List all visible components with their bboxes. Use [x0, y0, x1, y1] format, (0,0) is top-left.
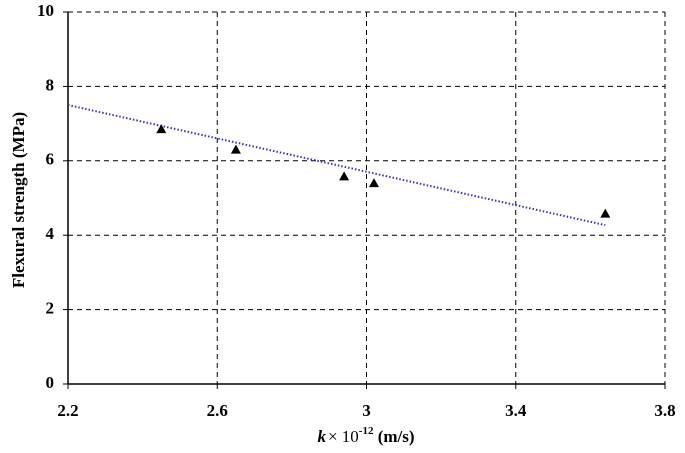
x-label-exponent: -12 [359, 425, 374, 437]
marker [339, 171, 350, 181]
x-label-variable: k [317, 427, 326, 446]
marker [230, 144, 241, 154]
x-tick-label: 3 [362, 401, 371, 420]
x-label-text: × 10 [328, 427, 359, 446]
y-tick-label: 8 [46, 75, 55, 94]
x-tick-label: 2.2 [57, 401, 78, 420]
x-tick-label: 2.6 [207, 401, 228, 420]
y-tick-label: 4 [46, 224, 55, 243]
x-label-unit: (m/s) [373, 427, 414, 446]
marker [156, 124, 167, 134]
trendline [67, 104, 606, 227]
x-tick-label: 3.8 [654, 401, 675, 420]
x-tick-label: 3.4 [505, 401, 527, 420]
x-axis-label: k × 10-12 (m/s) [317, 425, 414, 446]
marker [368, 178, 379, 188]
y-tick-label: 0 [46, 373, 55, 392]
y-tick-label: 2 [46, 299, 55, 318]
y-tick-label: 10 [37, 1, 54, 20]
y-axis-label: Flexural strength (MPa) [9, 112, 28, 288]
marker [600, 208, 611, 218]
y-tick-label: 6 [46, 150, 55, 169]
